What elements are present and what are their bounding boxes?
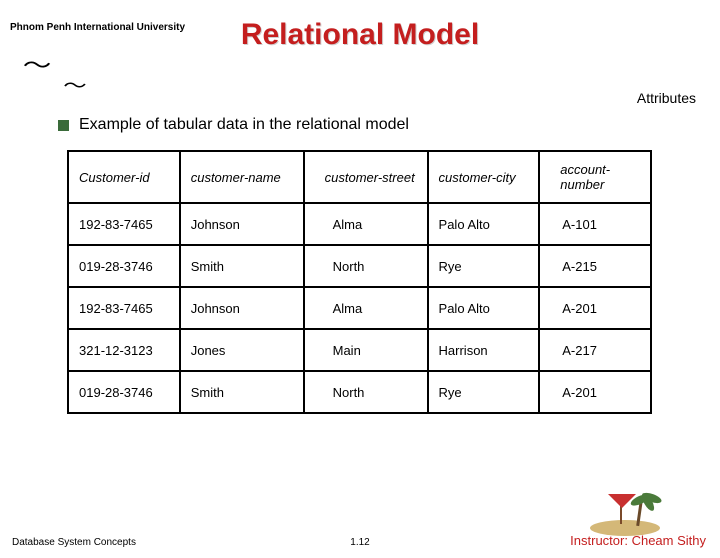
footer-instructor: Instructor: Cheam Sithy — [570, 533, 706, 548]
cell: Palo Alto — [428, 203, 540, 245]
cell: Harrison — [428, 329, 540, 371]
cell: Rye — [428, 245, 540, 287]
cell: Main — [304, 329, 428, 371]
cell: Alma — [304, 203, 428, 245]
table-row: 321-12-3123 Jones Main Harrison A-217 — [68, 329, 651, 371]
cell: North — [304, 371, 428, 413]
cell: Smith — [180, 245, 304, 287]
bullet-icon — [58, 120, 69, 131]
table-row: 019-28-3746 Smith North Rye A-215 — [68, 245, 651, 287]
cell: 192-83-7465 — [68, 203, 180, 245]
cell: 019-28-3746 — [68, 371, 180, 413]
data-table: Customer-id customer-name customer-stree… — [67, 150, 652, 414]
cell: North — [304, 245, 428, 287]
cell: 192-83-7465 — [68, 287, 180, 329]
col-header: customer-street — [304, 151, 428, 203]
cell: Alma — [304, 287, 428, 329]
footer-left: Database System Concepts — [12, 537, 136, 548]
table-header-row: Customer-id customer-name customer-stree… — [68, 151, 651, 203]
col-header: customer-city — [428, 151, 540, 203]
table-row: 019-28-3746 Smith North Rye A-201 — [68, 371, 651, 413]
cell: A-217 — [539, 329, 651, 371]
cell: A-201 — [539, 287, 651, 329]
bird-icon: 〜 — [63, 72, 86, 98]
col-header: Customer-id — [68, 151, 180, 203]
university-name: Phnom Penh International University — [10, 22, 185, 33]
bullet-item: Example of tabular data in the relationa… — [58, 116, 409, 134]
cell: A-201 — [539, 371, 651, 413]
cell: A-101 — [539, 203, 651, 245]
cell: Rye — [428, 371, 540, 413]
footer-page-number: 1.12 — [350, 537, 369, 548]
cell: 321-12-3123 — [68, 329, 180, 371]
col-header: customer-name — [180, 151, 304, 203]
cell: Palo Alto — [428, 287, 540, 329]
cell: 019-28-3746 — [68, 245, 180, 287]
cell: Jones — [180, 329, 304, 371]
cell: Smith — [180, 371, 304, 413]
attributes-label: Attributes — [637, 90, 696, 106]
cell: Johnson — [180, 287, 304, 329]
island-decoration — [580, 486, 670, 536]
table-row: 192-83-7465 Johnson Alma Palo Alto A-101 — [68, 203, 651, 245]
data-table-wrap: Customer-id customer-name customer-stree… — [67, 150, 652, 414]
col-header: account-number — [539, 151, 651, 203]
bullet-text: Example of tabular data in the relationa… — [79, 116, 409, 134]
cell: A-215 — [539, 245, 651, 287]
table-row: 192-83-7465 Johnson Alma Palo Alto A-201 — [68, 287, 651, 329]
cell: Johnson — [180, 203, 304, 245]
bird-icon: 〜 — [23, 48, 52, 80]
